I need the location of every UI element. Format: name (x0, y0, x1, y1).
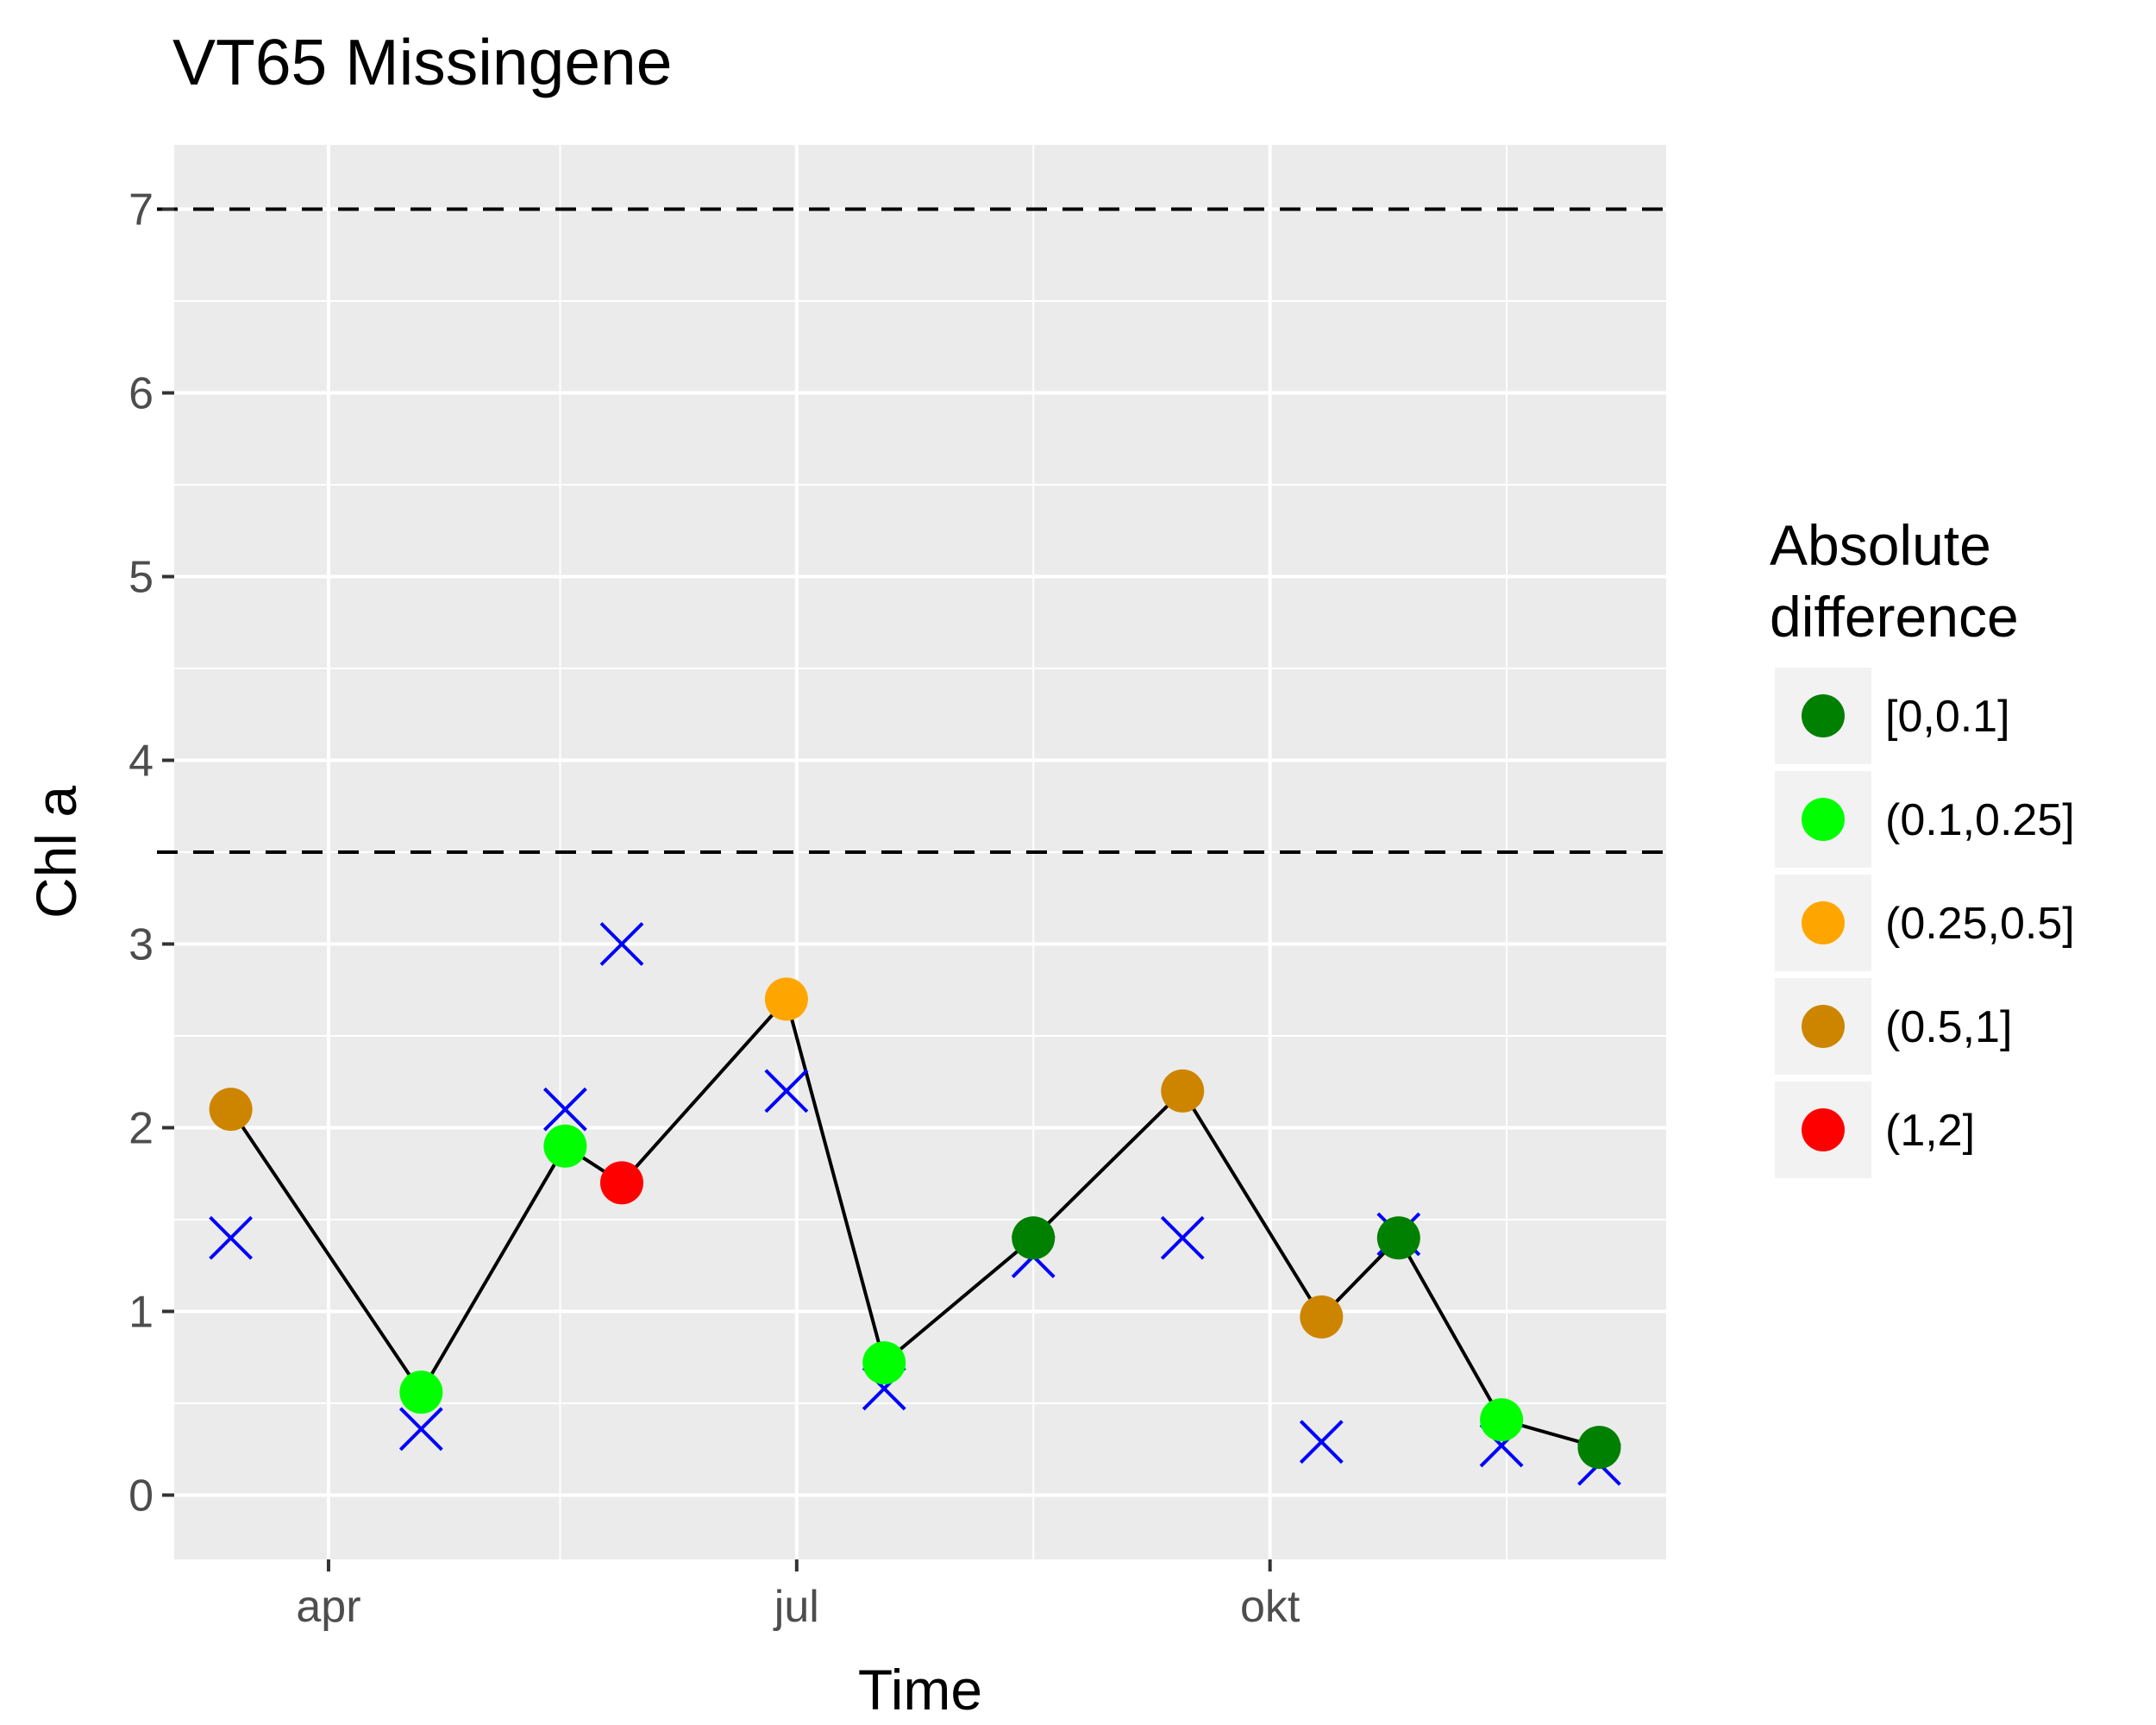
y-tick-label: 7 (128, 185, 154, 235)
data-point (1577, 1426, 1621, 1470)
legend-title-line-1: Absolute (1770, 513, 1991, 577)
series-line (229, 997, 1600, 1450)
data-point (1480, 1398, 1524, 1442)
x-marker-stroke (1160, 1215, 1205, 1260)
x-marker (599, 922, 644, 966)
x-marker (1160, 1215, 1205, 1260)
legend-label: (0.25,0.5] (1885, 899, 2075, 949)
y-tick-label: 1 (128, 1287, 154, 1337)
x-marker (764, 1069, 809, 1113)
legend-item: (0.25,0.5] (1775, 875, 2075, 971)
x-tick-label: apr (296, 1582, 360, 1632)
legend-label: (1,2] (1885, 1106, 1975, 1156)
x-marker (542, 1087, 587, 1132)
legend-label: (0.1,0.25] (1885, 795, 2075, 845)
x-marker-stroke (398, 1407, 443, 1452)
y-tick-label: 2 (128, 1103, 154, 1153)
legend-swatch (1802, 1005, 1845, 1048)
legend: Absolute difference [0,0.1] (0.1,0.25] (0.… (1770, 513, 2075, 1178)
y-tick-label: 4 (128, 737, 154, 787)
legend-entries: [0,0.1] (0.1,0.25] (0.25,0.5] (0.5,1] (1,2] (1775, 668, 2075, 1178)
y-axis: 0 1 2 3 4 5 6 7 (128, 185, 174, 1521)
x-marker-stroke (764, 1069, 809, 1113)
legend-label: [0,0.1] (1885, 692, 2010, 742)
chart-title: VT65 Missingene (172, 26, 672, 98)
x-marker-stroke (542, 1087, 587, 1132)
legend-swatch (1802, 694, 1845, 737)
legend-swatch (1802, 798, 1845, 841)
y-tick-label: 5 (128, 553, 154, 603)
legend-item: (0.1,0.25] (1775, 771, 2075, 868)
data-point (862, 1341, 906, 1385)
y-tick-label: 6 (128, 369, 154, 419)
legend-swatch (1802, 1108, 1845, 1151)
x-marker (209, 1215, 254, 1260)
connecting-line (229, 997, 1600, 1450)
data-point (1161, 1069, 1205, 1113)
circle-markers (209, 977, 1621, 1470)
data-point (399, 1371, 443, 1414)
x-marker-stroke (1299, 1420, 1344, 1465)
data-point (764, 977, 808, 1021)
data-point (1376, 1216, 1420, 1260)
x-marker-stroke (599, 922, 644, 966)
y-axis-title: Chl a (24, 786, 88, 919)
legend-swatch (1802, 901, 1845, 944)
x-marker (1299, 1420, 1344, 1465)
legend-item: (0.5,1] (1775, 978, 2012, 1075)
legend-item: (1,2] (1775, 1082, 1975, 1178)
x-axis: apr jul okt (296, 1559, 1300, 1632)
x-axis-title: Time (858, 1658, 982, 1722)
x-tick-label: jul (773, 1582, 819, 1632)
y-tick-label: 3 (128, 919, 154, 969)
data-point (209, 1088, 253, 1132)
x-tick-label: okt (1240, 1582, 1300, 1632)
data-point (600, 1161, 643, 1205)
x-marker (398, 1407, 443, 1452)
data-point (1012, 1216, 1056, 1260)
data-point (543, 1124, 587, 1168)
y-tick-label: 0 (128, 1471, 154, 1521)
data-point (1300, 1295, 1344, 1339)
legend-title-line-2: difference (1770, 585, 2019, 649)
legend-label: (0.5,1] (1885, 1002, 2012, 1052)
legend-item: [0,0.1] (1775, 668, 2010, 764)
x-marker-stroke (209, 1215, 254, 1260)
